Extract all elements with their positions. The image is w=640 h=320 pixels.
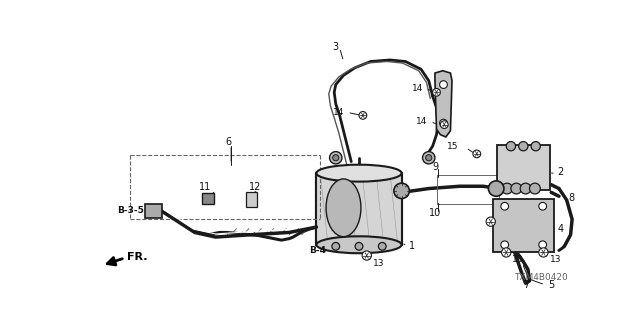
Circle shape <box>488 181 504 196</box>
Text: 5: 5 <box>525 238 531 248</box>
Circle shape <box>539 248 548 257</box>
Text: 13: 13 <box>497 224 508 233</box>
Text: 8: 8 <box>568 193 574 203</box>
Text: 13: 13 <box>373 259 385 268</box>
FancyBboxPatch shape <box>246 192 257 207</box>
Circle shape <box>501 203 509 210</box>
Text: 11: 11 <box>200 182 212 192</box>
Circle shape <box>440 81 447 88</box>
Circle shape <box>440 121 448 129</box>
Circle shape <box>529 183 540 194</box>
Circle shape <box>332 243 340 250</box>
Ellipse shape <box>316 165 402 182</box>
Circle shape <box>394 183 410 198</box>
Circle shape <box>355 243 363 250</box>
Circle shape <box>539 203 547 210</box>
Bar <box>316 173 402 245</box>
Text: 4: 4 <box>557 224 564 234</box>
Text: TXM4B0420: TXM4B0420 <box>515 273 568 282</box>
Text: 14: 14 <box>417 117 428 126</box>
Text: 13: 13 <box>513 255 524 264</box>
Circle shape <box>520 183 531 194</box>
Text: B-3-5: B-3-5 <box>117 206 144 215</box>
Text: 14: 14 <box>333 108 345 117</box>
Text: 9: 9 <box>432 162 438 172</box>
Text: 6: 6 <box>226 137 232 147</box>
Ellipse shape <box>316 236 402 253</box>
FancyBboxPatch shape <box>145 204 162 218</box>
FancyBboxPatch shape <box>202 193 214 204</box>
Circle shape <box>330 152 342 164</box>
Circle shape <box>426 155 432 161</box>
Circle shape <box>511 183 522 194</box>
Circle shape <box>333 155 339 161</box>
Circle shape <box>501 241 509 249</box>
Text: 3: 3 <box>333 42 339 52</box>
Circle shape <box>440 119 447 127</box>
Circle shape <box>518 141 528 151</box>
Circle shape <box>486 217 495 226</box>
Polygon shape <box>435 71 452 137</box>
Circle shape <box>506 141 516 151</box>
Circle shape <box>539 241 547 249</box>
FancyBboxPatch shape <box>493 198 554 252</box>
Circle shape <box>531 141 540 151</box>
Text: 2: 2 <box>557 167 564 177</box>
Circle shape <box>473 150 481 158</box>
Text: 7: 7 <box>524 280 529 290</box>
Text: 1: 1 <box>408 241 415 251</box>
Circle shape <box>422 152 435 164</box>
Text: 15: 15 <box>447 142 458 151</box>
Circle shape <box>433 88 440 96</box>
Circle shape <box>502 248 511 257</box>
Text: B-4: B-4 <box>309 246 326 255</box>
Text: FR.: FR. <box>127 252 147 262</box>
FancyBboxPatch shape <box>497 145 550 190</box>
Circle shape <box>362 251 371 260</box>
Ellipse shape <box>326 179 361 237</box>
Text: 10: 10 <box>429 208 441 218</box>
Circle shape <box>502 183 513 194</box>
Circle shape <box>359 112 367 119</box>
Text: 12: 12 <box>249 182 261 192</box>
Text: 5: 5 <box>548 280 554 290</box>
Circle shape <box>378 243 386 250</box>
Text: 13: 13 <box>550 255 561 264</box>
Text: 14: 14 <box>412 84 423 93</box>
